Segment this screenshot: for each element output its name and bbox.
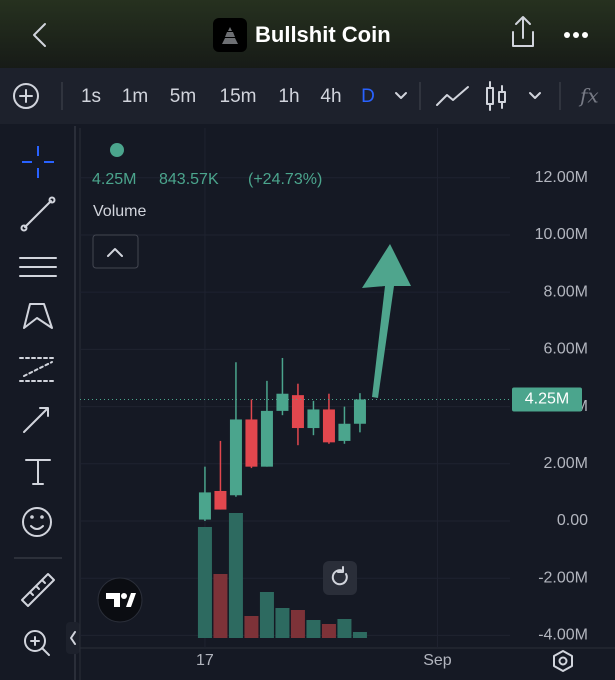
measure-tool[interactable] — [21, 573, 55, 607]
share-button[interactable] — [512, 16, 534, 47]
interval-button[interactable]: 15m — [220, 86, 257, 107]
crosshair-tool[interactable] — [22, 146, 54, 178]
last-price-badge — [512, 387, 582, 412]
x-tick-label: 17 — [196, 652, 214, 669]
candle-body — [198, 492, 211, 520]
text-tool[interactable] — [25, 459, 51, 485]
candle-body — [214, 490, 227, 510]
y-tick-label: 6.00M — [544, 341, 588, 358]
candle-body — [322, 409, 335, 443]
last-price-label: 4.25M — [525, 391, 569, 408]
tradingview-logo[interactable] — [97, 577, 143, 623]
y-tick-label: 10.00M — [535, 226, 588, 243]
legend-dot — [110, 143, 124, 157]
coin-glyph — [222, 27, 238, 44]
more-button[interactable] — [564, 32, 588, 38]
collapse-arrow — [107, 248, 123, 257]
arrow-tool[interactable] — [23, 407, 49, 433]
volume-bar — [228, 513, 243, 638]
interval-button[interactable]: 1s — [81, 86, 101, 107]
candle-body — [307, 409, 320, 429]
candle-body — [260, 410, 273, 467]
zoom-tool[interactable] — [24, 630, 50, 656]
y-tick-label: 8.00M — [544, 283, 588, 300]
interval-button[interactable]: 1m — [122, 86, 148, 107]
volume-bar — [306, 620, 321, 638]
interval-button[interactable]: 1h — [278, 86, 299, 107]
add-symbol-button[interactable] — [13, 83, 39, 109]
volume-bar — [352, 632, 367, 638]
interval-button[interactable]: D — [361, 86, 375, 107]
reset-button[interactable] — [323, 561, 357, 595]
chart-type-menu[interactable] — [529, 92, 541, 99]
y-tick-label: -2.00M — [538, 569, 588, 586]
interval-menu[interactable] — [395, 92, 407, 99]
candle-style-button[interactable] — [486, 81, 506, 111]
legend-volume: 843.57K — [159, 171, 219, 188]
volume-bar — [259, 592, 274, 638]
volume-bar — [290, 610, 305, 638]
toolbar — [0, 68, 615, 124]
panel-toggle[interactable] — [66, 622, 80, 654]
projection-tool[interactable] — [19, 357, 57, 382]
volume-bar — [275, 608, 290, 638]
candle-body — [229, 419, 242, 496]
trend-line-tool[interactable] — [20, 196, 56, 232]
candle-body — [245, 419, 258, 467]
x-tick-label: Sep — [423, 652, 452, 669]
arrow-annotation — [362, 244, 411, 398]
y-tick-label: -4.00M — [538, 627, 588, 644]
candle-body — [353, 399, 366, 424]
legend-value: 4.25M — [92, 171, 136, 188]
y-tick-label: 2.00M — [544, 455, 588, 472]
settings-button[interactable] — [553, 650, 573, 672]
pattern-tool[interactable] — [23, 303, 53, 329]
legend-series: Volume — [93, 203, 146, 220]
volume-bar — [321, 624, 336, 638]
volume-bar — [213, 574, 228, 638]
candle-body — [276, 393, 289, 411]
indicators-button[interactable]: fx — [578, 84, 599, 108]
volume-bar — [197, 527, 212, 638]
y-tick-label: 0.00 — [557, 512, 588, 529]
interval-button[interactable]: 5m — [170, 86, 196, 107]
line-style-button[interactable] — [436, 86, 469, 106]
candle-body — [338, 423, 351, 441]
y-tick-label: 12.00M — [535, 169, 588, 186]
legend-change: (+24.73%) — [248, 171, 322, 188]
coin-title: Bullshit Coin — [255, 22, 391, 47]
back-button[interactable] — [33, 23, 46, 47]
volume-bar — [244, 616, 259, 638]
candle-body — [291, 395, 304, 429]
panel-toggle-arrow — [70, 631, 76, 645]
fib-tool[interactable] — [19, 257, 57, 277]
collapse-legend[interactable] — [92, 234, 139, 269]
emoji-tool[interactable] — [22, 507, 52, 537]
interval-button[interactable]: 4h — [320, 86, 341, 107]
drawing-tools — [14, 146, 62, 656]
volume-bar — [337, 619, 352, 638]
